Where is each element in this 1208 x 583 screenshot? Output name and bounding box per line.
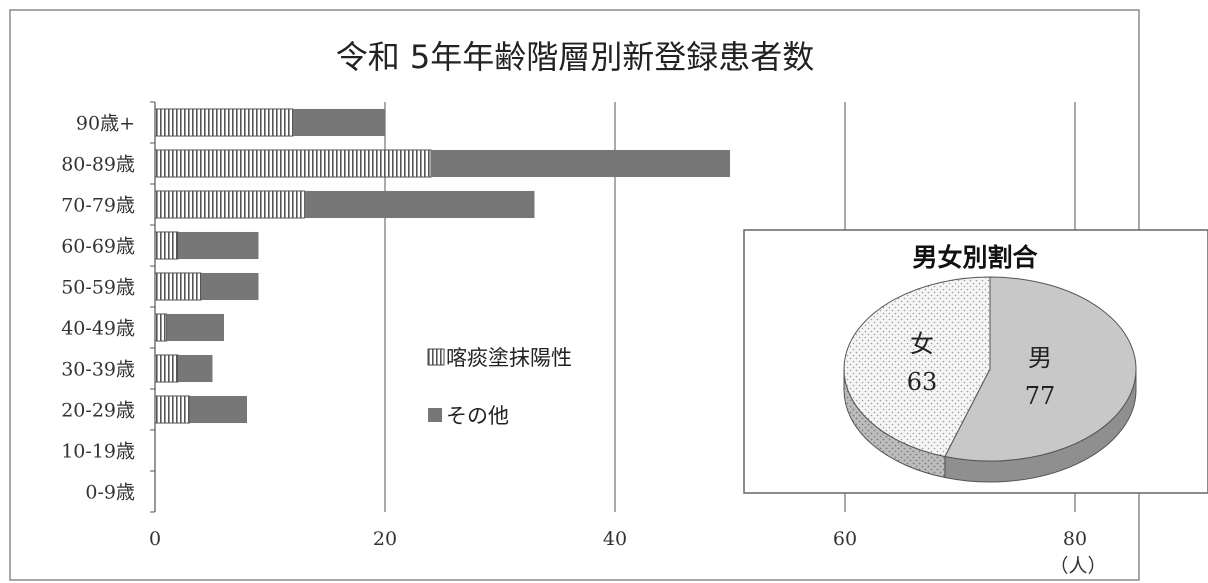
bar-sputum-positive-4	[154, 272, 202, 301]
pie-label-male-value: 77	[1025, 382, 1056, 410]
bar-sputum-positive-2	[154, 190, 305, 219]
x-axis-unit-label: （人）	[1049, 555, 1106, 577]
pie-chart: 男 77 女 63	[843, 276, 1137, 483]
bar-other-3	[178, 231, 259, 260]
bar-sputum-positive-3	[154, 231, 179, 260]
y-tick-label: 10-19歳	[61, 441, 135, 463]
x-tick-label: 0	[149, 528, 161, 550]
x-tick-label: 60	[833, 528, 857, 550]
y-tick-label: 90歳+	[76, 113, 135, 135]
bar-series	[154, 108, 730, 424]
y-tick-label: 60-69歳	[61, 236, 135, 258]
x-tick-label: 20	[373, 528, 397, 550]
bar-other-5	[166, 313, 224, 342]
legend-swatch-other	[428, 408, 442, 422]
x-axis: 0 20 40 60 80	[149, 528, 1087, 550]
legend-label-other: その他	[446, 404, 509, 428]
y-tick-label: 80-89歳	[61, 154, 135, 176]
y-tick-label: 30-39歳	[61, 359, 135, 381]
bar-sputum-positive-0	[154, 108, 294, 137]
bar-other-0	[293, 108, 385, 137]
bar-sputum-positive-7	[154, 395, 190, 424]
pie-inset: 男女別割合 男 77 女 63	[743, 229, 1208, 494]
y-axis: 90歳+ 80-89歳 70-79歳 60-69歳 50-59歳 40-49歳 30-39歳…	[61, 101, 156, 513]
x-tick-label: 40	[603, 528, 627, 550]
bar-sputum-positive-6	[154, 354, 179, 383]
bar-other-2	[304, 190, 535, 219]
y-tick-label: 0-9歳	[85, 482, 135, 504]
bar-other-6	[178, 354, 213, 383]
pie-label-female-name: 女	[910, 330, 934, 358]
pie-label-male-name: 男	[1028, 344, 1052, 372]
legend-label-sputum-positive: 喀痰塗抹陽性	[446, 346, 572, 370]
y-tick-label: 20-29歳	[61, 400, 135, 422]
pie-slice-male	[944, 276, 1137, 462]
x-tick-label: 80	[1063, 528, 1087, 550]
pie-title: 男女別割合	[912, 243, 1038, 272]
bar-sputum-positive-1	[154, 149, 432, 178]
legend-swatch-sputum-positive	[427, 348, 445, 366]
y-tick-label: 70-79歳	[61, 195, 135, 217]
pie-label-female-value: 63	[907, 368, 938, 396]
pie-slice-female	[843, 276, 991, 458]
chart-title: 令和 5年年齢階層別新登録患者数	[336, 38, 815, 76]
bar-other-7	[189, 395, 247, 424]
y-tick-label: 50-59歳	[61, 277, 135, 299]
bar-other-1	[431, 149, 730, 178]
bar-other-4	[201, 272, 259, 301]
bar-sputum-positive-5	[154, 313, 167, 342]
y-tick-label: 40-49歳	[61, 318, 135, 340]
legend: 喀痰塗抹陽性 その他	[427, 346, 572, 428]
